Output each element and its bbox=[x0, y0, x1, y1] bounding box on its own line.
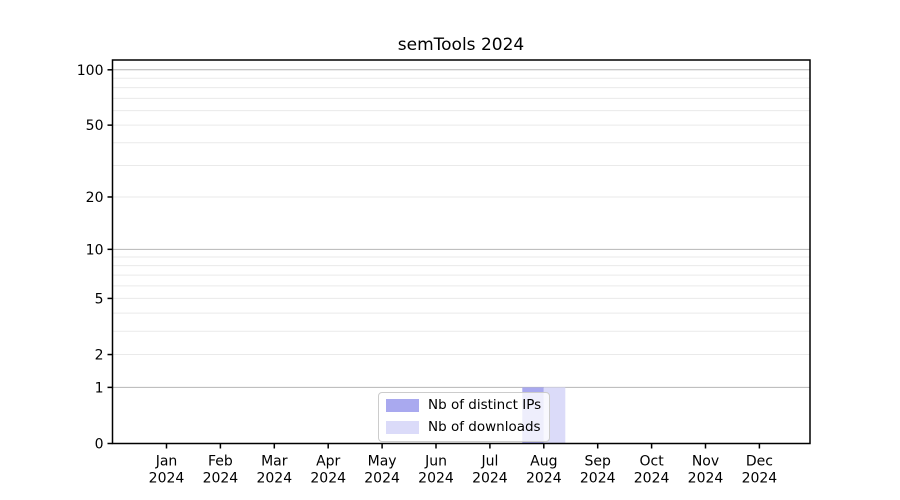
x-tick-month: Nov bbox=[692, 454, 719, 470]
y-tick-label: 2 bbox=[95, 348, 104, 364]
x-tick-year: 2024 bbox=[364, 471, 400, 487]
legend: Nb of distinct IPs Nb of downloads bbox=[378, 392, 551, 443]
y-axis-ticks: 0 1 2 5 10 20 50 100 bbox=[77, 63, 113, 453]
x-tick-year: 2024 bbox=[526, 471, 562, 487]
x-tick-month: Jan bbox=[155, 454, 178, 470]
x-tick-month: Sep bbox=[585, 454, 612, 470]
axes-frame bbox=[111, 59, 811, 445]
x-tick-month: Dec bbox=[746, 454, 773, 470]
x-tick-year: 2024 bbox=[580, 471, 616, 487]
chart-title: semTools 2024 bbox=[397, 35, 525, 55]
y-tick-label: 5 bbox=[95, 291, 104, 307]
x-tick-year: 2024 bbox=[310, 471, 346, 487]
legend-entry-downloads: Nb of downloads bbox=[386, 418, 541, 436]
x-tick-month: Aug bbox=[530, 454, 557, 470]
x-tick-year: 2024 bbox=[149, 471, 185, 487]
x-tick-year: 2024 bbox=[256, 471, 292, 487]
x-tick-year: 2024 bbox=[203, 471, 239, 487]
y-tick-label: 100 bbox=[77, 63, 104, 79]
x-tick-month: Oct bbox=[639, 454, 664, 470]
legend-label-downloads: Nb of downloads bbox=[428, 418, 541, 435]
x-tick-month: Jun bbox=[424, 454, 447, 470]
legend-label-distinct-ips: Nb of distinct IPs bbox=[428, 397, 542, 413]
x-tick-year: 2024 bbox=[634, 471, 670, 487]
major-gridlines bbox=[112, 69, 810, 388]
minor-gridlines bbox=[112, 77, 810, 356]
y-tick-label: 50 bbox=[86, 118, 104, 134]
legend-entry-distinct-ips: Nb of distinct IPs bbox=[386, 397, 542, 414]
x-tick-month: Feb bbox=[208, 454, 233, 470]
y-tick-label: 1 bbox=[95, 380, 104, 396]
x-tick-year: 2024 bbox=[418, 471, 454, 487]
y-tick-label: 0 bbox=[95, 437, 104, 453]
x-axis-ticks: Jan2024Feb2024Mar2024Apr2024May2024Jun20… bbox=[149, 443, 778, 487]
x-tick-year: 2024 bbox=[472, 471, 508, 487]
legend-swatch-downloads bbox=[386, 420, 419, 434]
x-tick-month: Apr bbox=[316, 454, 340, 470]
y-tick-label: 10 bbox=[86, 242, 104, 258]
x-tick-month: Jul bbox=[480, 454, 498, 470]
x-tick-year: 2024 bbox=[688, 471, 724, 487]
x-tick-month: May bbox=[368, 454, 397, 470]
y-tick-label: 20 bbox=[86, 190, 104, 206]
x-tick-month: Mar bbox=[261, 454, 288, 470]
x-tick-year: 2024 bbox=[742, 471, 778, 487]
legend-swatch-distinct-ips bbox=[386, 399, 419, 413]
